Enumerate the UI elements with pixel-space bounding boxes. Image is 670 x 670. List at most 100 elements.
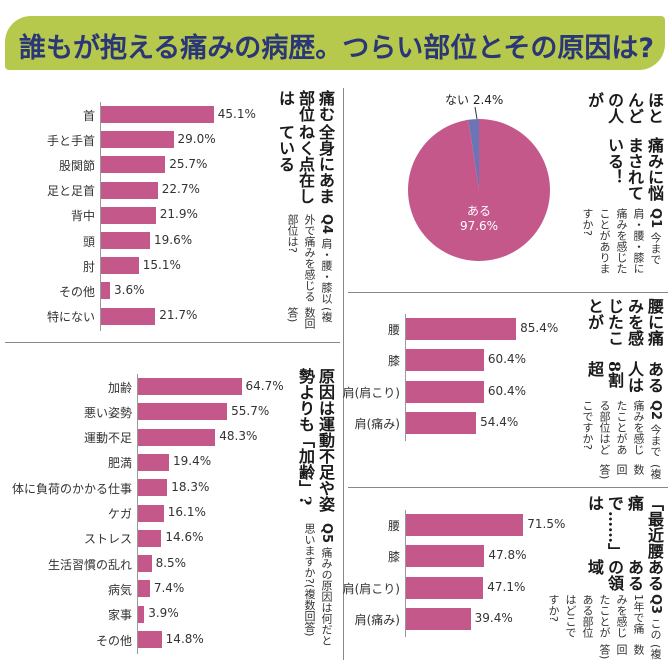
q5-category-label: 運動不足 [83, 431, 132, 446]
q3-value-label: 47.8% [488, 548, 527, 563]
q5-bar [138, 479, 168, 497]
q5-value-label: 7.4% [153, 580, 185, 595]
q3-category-label: 肩(肩こり) [342, 581, 400, 596]
q4-value-label: 29.0% [177, 131, 216, 146]
q5-category-label: ケガ [107, 507, 132, 521]
q5-bar [138, 605, 145, 623]
q5-value-label: 18.3% [171, 479, 210, 494]
q3-bar [406, 545, 485, 568]
q4-headline-1: 痛む部位は [276, 90, 335, 122]
q2-value-label: 60.4% [487, 383, 527, 398]
q4-bar [101, 282, 110, 300]
q4-value-label: 21.7% [159, 308, 198, 323]
q4-note: (複数回答) [286, 307, 333, 330]
q5-bar [138, 428, 216, 446]
q1-pie-slice-yes [407, 119, 550, 262]
q3-value-label: 47.1% [487, 579, 526, 594]
q5-value-label: 14.8% [165, 631, 204, 646]
q5-bar [138, 555, 152, 573]
q2-question: 今まで痛みを感じたことがある部位はどこですか? [581, 399, 662, 457]
q2-value-label: 85.4% [520, 321, 559, 335]
q3-bar [406, 514, 524, 536]
q5-value-label: 48.3% [219, 429, 258, 444]
q4-bar [101, 206, 156, 224]
q4-axis [100, 102, 101, 331]
q3-value-label: 39.4% [474, 610, 513, 625]
title-banner: 誰もが抱える痛みの病歴。つらい部位とその原因は? [5, 16, 665, 70]
q3-bar [406, 607, 471, 630]
q3-question: この1年で痛みを感じたことがある部位はどこですか? [547, 593, 662, 640]
q5-category-label: 生活習慣の乱れ [47, 557, 132, 572]
q2-note: (複数回答) [598, 464, 662, 480]
q5-category-label: 肥満 [107, 456, 132, 471]
q1-label-no: ない 2.4% [445, 91, 503, 108]
q1-number: Q1 [648, 207, 663, 228]
q1-label-yes: ある 97.6% [449, 202, 509, 233]
q1-category-yes: ある [466, 204, 491, 218]
q5-bar [138, 403, 228, 421]
q2-category-label: 肩(痛み) [354, 416, 400, 431]
q2-heading-block: 腰に痛みを感じたことが ある人は8割超 Q2 今まで痛みを感じたことがある部位は… [579, 298, 664, 483]
q1-headline-1: ほとんどの人が [585, 92, 664, 124]
q3-note: (複数回答) [598, 643, 662, 659]
q4-category-label: 肘 [82, 259, 95, 274]
q4-category-label: 股関節 [58, 158, 95, 173]
q1-headline-2: 痛みに悩まされている！ [605, 136, 664, 201]
q2-value-label: 54.4% [480, 414, 519, 429]
q1-heading-block: ほとんどの人が 痛みに悩まされている！ Q1 今まで肩・腰・膝に痛みを感じたこと… [579, 92, 664, 282]
q3-headline-2: あるあるの領域 [585, 559, 664, 591]
q5-bar [138, 580, 150, 598]
q4-heading-block: 痛む部位は 全身にあまねく点在している Q4 肩・腰・膝以外で痛みを感じる部位は… [275, 90, 335, 330]
q4-value-label: 25.7% [169, 156, 208, 171]
q3-number: Q3 [648, 593, 663, 614]
q4-bar [101, 181, 158, 199]
q4-bar [101, 257, 139, 275]
q4-bar [101, 307, 156, 325]
q5-value-label: 19.4% [173, 454, 212, 469]
q4-headline-2: 全身にあまねく点在している [276, 124, 335, 205]
q5-axis [137, 374, 138, 655]
q4-category-label: 特にない [46, 310, 95, 325]
q2-value-label: 60.4% [487, 352, 527, 367]
q5-value-label: 64.7% [245, 378, 284, 393]
q2-number: Q2 [648, 399, 663, 421]
q4-value-label: 15.1% [142, 257, 181, 272]
q5-category-label: 体に負荷のかかる仕事 [11, 481, 132, 496]
q5-category-label: その他 [95, 633, 132, 648]
q2-category-label: 腰 [387, 323, 400, 337]
q4-category-label: 首 [82, 108, 95, 123]
q4-value-label: 19.6% [154, 232, 193, 247]
q5-bar [138, 378, 242, 395]
center-divider [343, 88, 344, 660]
q1-value-yes: 97.6% [459, 219, 499, 233]
q5-category-label: 悪い姿勢 [83, 405, 132, 420]
q1-question: 今まで肩・腰・膝に痛みを感じたことがありますか? [581, 207, 662, 274]
right-divider-1 [348, 292, 668, 293]
q4-value-label: 22.7% [161, 182, 200, 197]
q3-category-label: 膝 [387, 550, 400, 565]
q2-headline-2: ある人は8割超 [585, 361, 664, 394]
q3-heading-block: 「最近腰痛で……」は あるあるの領域 Q3 この1年で痛みを感じたことがある部位… [545, 495, 664, 660]
q4-category-label: その他 [58, 284, 95, 299]
q4-category-label: 足と足首 [46, 184, 95, 199]
q4-bar [101, 232, 150, 249]
q2-category-label: 肩(肩こり) [342, 385, 400, 400]
q2-bar [406, 349, 484, 372]
left-divider [5, 342, 340, 343]
q2-bar [406, 411, 477, 434]
q5-question: 痛みの原因は何だと思いますか?(複数回答) [303, 522, 333, 646]
q5-heading-block: 原因は運動不足や姿勢よりも「加齢」? Q5 痛みの原因は何だと思いますか?(複数… [295, 368, 335, 653]
q4-value-label: 45.1% [217, 106, 256, 121]
page-title: 誰もが抱える痛みの病歴。つらい部位とその原因は? [19, 33, 655, 64]
q5-headline: 原因は運動不足や姿勢よりも「加齢」? [296, 368, 335, 512]
q3-value-label: 71.5% [527, 517, 566, 531]
q1-value-no: 2.4% [469, 93, 504, 107]
q5-bar [138, 631, 162, 648]
q5-bar [138, 504, 164, 522]
q5-value-label: 14.6% [165, 530, 204, 545]
q5-bar [138, 453, 170, 471]
q4-bar [101, 106, 214, 123]
q5-category-label: 加齢 [107, 380, 132, 395]
q4-value-label: 21.9% [159, 207, 198, 222]
